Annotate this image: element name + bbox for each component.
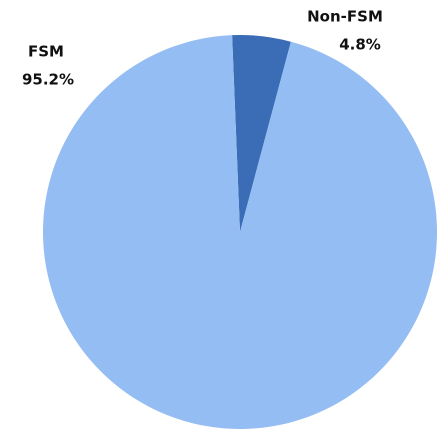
slice-category-label: FSM	[28, 43, 64, 61]
slice-value-label: 95.2%	[22, 71, 74, 89]
slice-value-label: 4.8%	[339, 36, 381, 54]
pie-slice	[43, 35, 437, 429]
pie-slice	[232, 35, 291, 232]
slice-category-label: Non-FSM	[307, 8, 383, 26]
